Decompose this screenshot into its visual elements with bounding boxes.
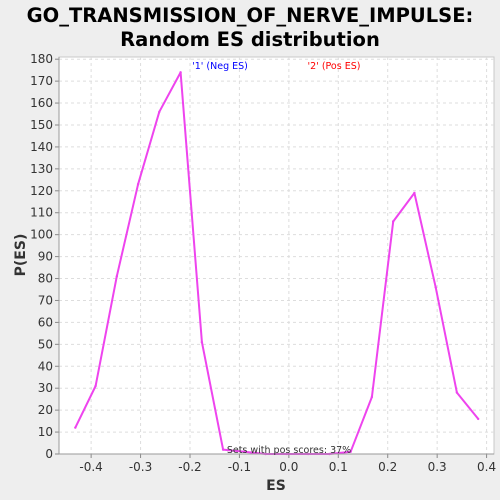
y-tick-label: 60 <box>38 315 53 329</box>
data-point <box>179 71 182 74</box>
data-point <box>391 220 395 223</box>
legend-neg-es: '1' (Neg ES) <box>192 61 248 72</box>
y-axis-ticks: 0 10 20 30 40 50 60 70 80 90 100 110 120 130 140 150 160… <box>30 52 59 461</box>
y-tick-label: 30 <box>38 381 53 395</box>
legend-pos-es: '2' (Pos ES) <box>308 61 361 72</box>
y-tick-label: 100 <box>30 228 53 242</box>
data-point <box>349 450 352 454</box>
y-tick-label: 10 <box>38 425 53 439</box>
data-point <box>455 391 459 394</box>
y-tick-label: 80 <box>38 272 53 286</box>
pos-scores-annotation: Sets with pos scores: 37% <box>227 445 351 456</box>
chart-title: GO_TRANSMISSION_OF_NERVE_IMPULSE: <box>27 4 474 27</box>
y-tick-label: 130 <box>30 162 53 176</box>
y-tick-label: 40 <box>38 359 53 373</box>
data-point <box>74 426 77 429</box>
x-tick-label: -0.3 <box>129 460 152 474</box>
y-tick-label: 70 <box>38 293 53 307</box>
x-tick-label: 0.4 <box>477 460 496 474</box>
data-point <box>94 384 97 388</box>
data-point <box>476 417 480 421</box>
y-tick-label: 90 <box>38 250 53 264</box>
y-tick-label: 110 <box>30 206 53 220</box>
y-tick-label: 180 <box>30 52 53 66</box>
x-tick-label: 0.0 <box>279 460 298 474</box>
y-tick-label: 150 <box>30 118 53 132</box>
y-tick-label: 120 <box>30 184 53 198</box>
y-tick-label: 160 <box>30 96 53 110</box>
y-tick-label: 140 <box>30 140 53 154</box>
data-point <box>221 448 225 451</box>
chart-subtitle: Random ES distribution <box>120 28 380 51</box>
x-axis-label: ES <box>266 478 286 494</box>
data-point <box>158 110 161 114</box>
data-point <box>434 286 437 289</box>
x-axis-ticks: -0.4 -0.3 -0.2 -0.1 0.0 0.1 0.2 0.3 0.4 <box>79 454 496 474</box>
x-tick-label: -0.4 <box>79 460 102 474</box>
grid <box>59 57 494 455</box>
data-point <box>243 450 246 454</box>
x-tick-label: 0.3 <box>428 460 447 474</box>
y-tick-label: 50 <box>38 337 53 351</box>
data-point <box>136 183 140 186</box>
x-tick-label: 0.2 <box>378 460 397 474</box>
x-tick-label: 0.1 <box>329 460 348 474</box>
data-point <box>115 275 119 278</box>
data-point <box>413 191 416 195</box>
data-point <box>370 395 374 399</box>
x-tick-label: -0.2 <box>178 460 201 474</box>
y-tick-label: 170 <box>30 74 53 88</box>
y-tick-label: 20 <box>38 403 53 417</box>
y-axis-label: P(ES) <box>13 234 29 277</box>
y-tick-label: 0 <box>45 447 53 461</box>
x-tick-label: -0.1 <box>228 460 251 474</box>
data-point <box>200 340 204 344</box>
